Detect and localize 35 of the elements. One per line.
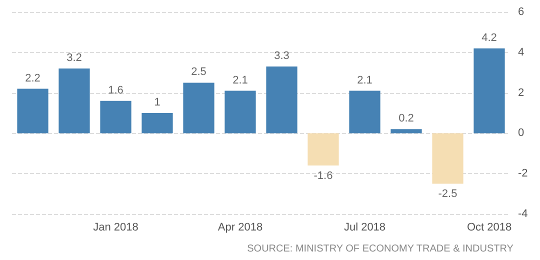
x-tick-label: Jul 2018 <box>344 222 386 234</box>
y-tick-label: -2 <box>518 168 528 180</box>
data-label: 1.6 <box>108 84 124 96</box>
source-note: SOURCE: MINISTRY OF ECONOMY TRADE & INDUSTRY <box>247 244 514 254</box>
bar <box>349 90 380 134</box>
bar <box>390 129 422 134</box>
x-tick-label: Oct 2018 <box>466 222 512 234</box>
bar <box>183 82 214 134</box>
y-tick-label: 4 <box>518 46 524 58</box>
x-tick-label: Jan 2018 <box>93 222 138 234</box>
data-label: 3.3 <box>274 50 290 62</box>
y-tick-label: 6 <box>518 6 524 18</box>
bar <box>224 90 256 134</box>
data-label: 2.1 <box>232 74 248 86</box>
data-label: 2.1 <box>357 74 372 86</box>
bar <box>308 133 339 166</box>
data-label: 2.5 <box>191 66 206 78</box>
bar <box>17 88 48 134</box>
bar <box>474 48 505 134</box>
bar <box>58 68 90 134</box>
data-label: 1 <box>154 96 160 108</box>
x-tick-label: Apr 2018 <box>218 222 263 234</box>
y-tick-label: 2 <box>518 86 524 99</box>
data-label: 3.2 <box>66 52 82 64</box>
bar <box>432 133 464 184</box>
bar <box>100 100 132 134</box>
data-label: -1.6 <box>314 170 333 182</box>
data-label: -2.5 <box>438 188 458 200</box>
y-tick-label: 0 <box>518 127 524 140</box>
bar <box>266 66 298 134</box>
data-label: 4.2 <box>482 32 497 44</box>
y-tick-label: -4 <box>518 208 528 220</box>
data-label: 0.2 <box>398 112 414 125</box>
bar <box>142 113 173 134</box>
data-label: 2.2 <box>25 72 40 84</box>
